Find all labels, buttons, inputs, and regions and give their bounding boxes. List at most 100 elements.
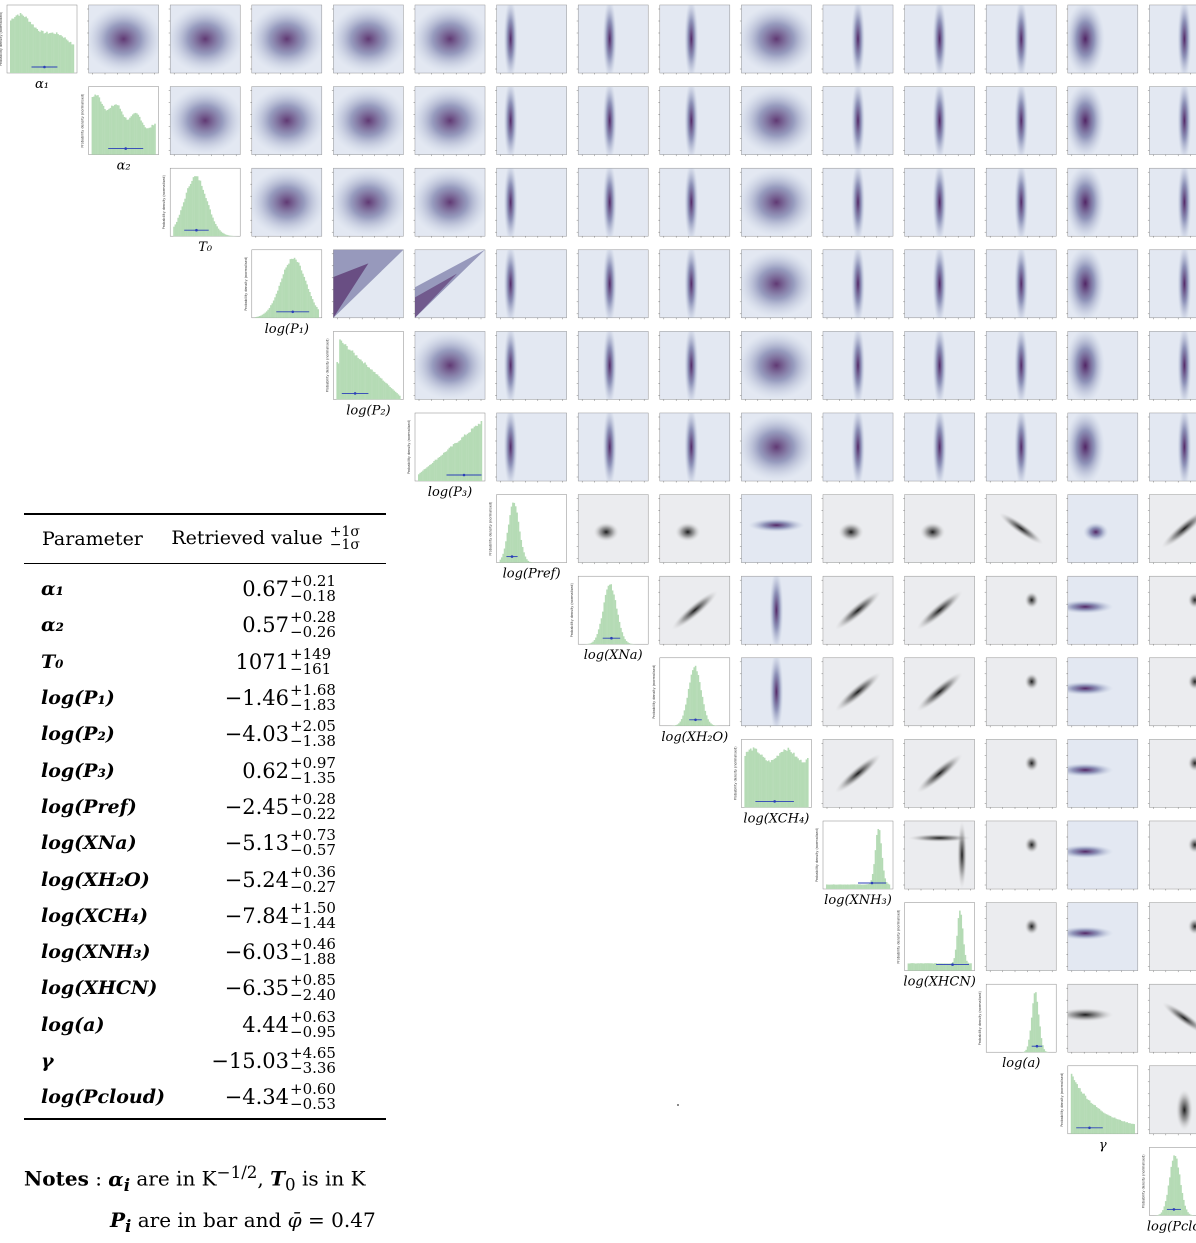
density-axis-label: Probability density (normalised): [407, 419, 411, 474]
row-minus: −161: [290, 662, 331, 677]
panel-1-12: [985, 80, 1056, 162]
panel-0-3: [248, 5, 325, 75]
density-axis-label: Probability density (normalised): [570, 583, 574, 638]
panel-2-11: [903, 161, 975, 243]
row-errors: +0.36−0.27: [290, 865, 336, 895]
row-minus: −1.38: [290, 734, 336, 749]
hist-11: Probability density (normalised)log(XHCN…: [897, 903, 976, 990]
row-errors: +0.60−0.53: [290, 1082, 336, 1112]
row-value: −5.24: [191, 868, 289, 892]
panel-7-10: [822, 576, 894, 646]
panel-9-14: [1148, 739, 1196, 809]
panel-5-8: [658, 406, 730, 488]
panel-5-9: [738, 413, 815, 483]
panel-2-3: [248, 168, 325, 238]
panel-1-2: [167, 87, 244, 157]
row-parameter: T₀: [41, 651, 191, 673]
panel-0-7: [577, 0, 649, 80]
panel-8-13: [1057, 658, 1138, 728]
row-minus: −0.57: [290, 843, 336, 858]
panel-2-8: [658, 161, 730, 243]
panel-7-13: [1057, 576, 1138, 646]
panel-3-14: [1148, 243, 1196, 325]
panel-10-14: [1148, 821, 1196, 891]
row-parameter: α₁: [41, 578, 191, 600]
row-value: 0.67: [191, 577, 289, 601]
panel-0-11: [903, 0, 975, 80]
panel-1-3: [248, 87, 325, 157]
notes: Notes : αi are in K−1/2, T0 is in K Pi a…: [24, 1156, 404, 1243]
panel-3-12: [985, 243, 1056, 325]
density-axis-label: Probability density (normalised): [1141, 1154, 1145, 1209]
row-minus: −1.88: [290, 952, 336, 967]
table-row: γ−15.03+4.65−3.36: [24, 1043, 386, 1079]
param-label: log(P₁): [265, 322, 309, 337]
row-value: −6.03: [191, 940, 289, 964]
panel-3-9: [738, 250, 815, 320]
panel-6-11: [903, 495, 975, 564]
row-errors: +0.46−1.88: [290, 937, 336, 967]
panel-0-12: [985, 0, 1056, 80]
panel-7-12: [985, 576, 1056, 646]
panel-1-5: [412, 87, 489, 157]
hist-13: Probability density (normalised)γ: [1060, 1066, 1138, 1153]
row-value: −4.34: [191, 1085, 289, 1109]
row-parameter: γ: [41, 1050, 191, 1072]
density-axis-label: Probability density (normalised): [652, 664, 656, 719]
row-errors: +2.05−1.38: [290, 719, 336, 749]
row-value: −1.46: [191, 686, 289, 710]
param-label: log(P₂): [346, 403, 390, 418]
row-value: 0.62: [191, 759, 289, 783]
panel-5-14: [1148, 406, 1196, 488]
panel-1-9: [738, 87, 815, 157]
panel-6-13: [1066, 495, 1138, 564]
table-row: log(P₂)−4.03+2.05−1.38: [24, 716, 386, 752]
panel-6-10: [822, 495, 894, 564]
row-minus: −2.40: [290, 988, 336, 1003]
panel-6-14: [1148, 495, 1196, 564]
header-parameter: Parameter: [42, 528, 143, 550]
panel-7-9: [740, 569, 812, 651]
hist-12: Probability density (normalised) log(a): [978, 984, 1056, 1071]
param-label: α₁: [35, 77, 49, 92]
panel-7-11: [903, 576, 975, 646]
hist-5: Probability density (normalised)log(P₃): [407, 413, 485, 500]
row-errors: +0.63−0.95: [290, 1010, 336, 1040]
hist-7: Probability density (normalised)log(XNa): [570, 576, 648, 663]
row-parameter: log(XH₂O): [41, 869, 191, 891]
row-value: −7.84: [191, 904, 289, 928]
table-row: log(XNa)−5.13+0.73−0.57: [24, 825, 386, 861]
panel-10-12: [985, 821, 1056, 891]
hist-6: Probability density (normalised)log(Pref…: [489, 495, 567, 582]
panel-5-12: [985, 406, 1056, 488]
panel-4-6: [495, 325, 566, 407]
density-axis-label: Probability density (normalised): [978, 991, 982, 1046]
panel-0-8: [658, 0, 730, 80]
panel-2-9: [738, 168, 815, 238]
row-parameter: log(P₁): [41, 687, 191, 709]
panel-8-14: [1148, 658, 1196, 728]
row-minus: −0.22: [290, 807, 336, 822]
table-row: log(P₁)−1.46+1.68−1.83: [24, 680, 386, 716]
hist-2: Probability density (normalised)T₀: [162, 168, 240, 255]
panel-5-13: [1066, 410, 1138, 485]
panel-6-9: [740, 495, 812, 564]
row-parameter: log(Pref): [41, 796, 191, 818]
panel-2-13: [1066, 165, 1138, 240]
stray-dot: [677, 1104, 679, 1106]
panel-2-5: [412, 168, 489, 238]
param-label: α₂: [117, 159, 131, 174]
row-errors: +0.28−0.26: [290, 610, 336, 640]
table-row: log(a)4.44+0.63−0.95: [24, 1007, 386, 1043]
panel-0-5: [412, 5, 489, 75]
row-parameter: log(XCH₄): [41, 905, 191, 927]
param-label: log(a): [1002, 1056, 1040, 1071]
table-row: log(Pcloud)−4.34+0.60−0.53: [24, 1079, 386, 1115]
row-parameter: log(XNa): [41, 832, 191, 854]
row-minus: −0.95: [290, 1025, 336, 1040]
row-errors: +1.68−1.83: [290, 683, 336, 713]
panel-1-11: [903, 80, 975, 162]
